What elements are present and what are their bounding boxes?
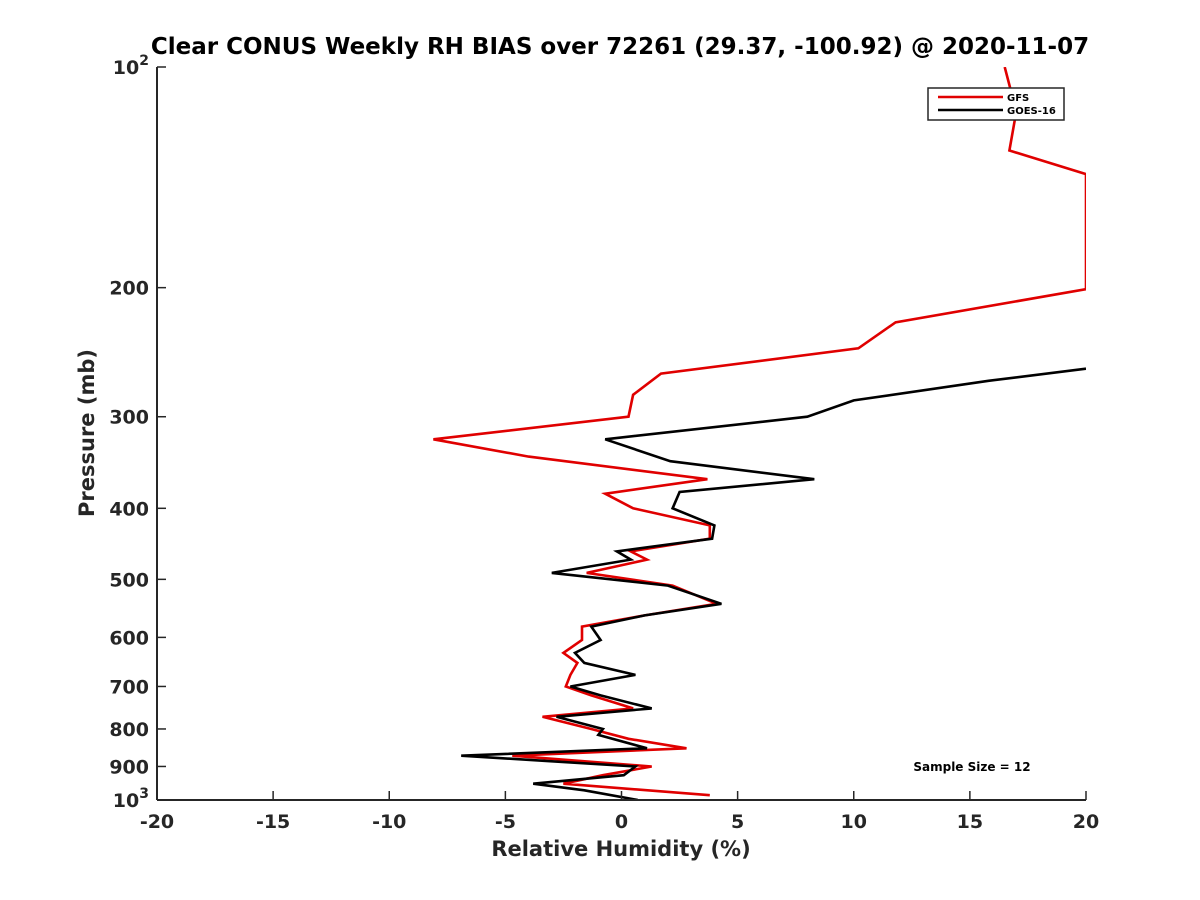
sample-size-annotation: Sample Size = 12 (913, 760, 1030, 774)
x-tick-label: -10 (372, 811, 406, 833)
legend-label-gfs: GFS (1007, 93, 1029, 104)
x-tick-label: 10 (841, 811, 867, 833)
y-tick-label-base: 700 (109, 676, 149, 698)
y-tick-label: 500 (109, 569, 149, 591)
series-layer (433, 67, 1086, 800)
x-tick-label: -15 (256, 811, 290, 833)
y-tick-label-base: 500 (109, 569, 149, 591)
y-tick-label-base: 800 (109, 719, 149, 741)
x-tick-label: 5 (731, 811, 744, 833)
chart-title: Clear CONUS Weekly RH BIAS over 72261 (2… (151, 34, 1089, 60)
y-tick-label: 102 (113, 53, 149, 79)
x-ticks: -20 -15 -10 -5 0 5 10 15 20 (140, 791, 1099, 833)
series-line-gfs (433, 67, 1086, 797)
series-line-goes16 (461, 367, 1086, 800)
y-tick-label: 200 (109, 278, 149, 300)
y-tick-label-base: 400 (109, 498, 149, 520)
y-tick-label-base: 300 (109, 407, 149, 429)
x-tick-label: -5 (495, 811, 516, 833)
y-tick-label-base: 200 (109, 278, 149, 300)
x-axis-label: Relative Humidity (%) (491, 837, 750, 861)
y-tick-label: 700 (109, 676, 149, 698)
y-axis-label: Pressure (mb) (75, 349, 99, 517)
x-tick-label: -20 (140, 811, 174, 833)
y-tick-label-base: 10 (113, 57, 139, 79)
y-tick-label: 300 (109, 407, 149, 429)
y-tick-label-base: 900 (109, 756, 149, 778)
y-tick-label-base: 600 (109, 627, 149, 649)
y-tick-label: 400 (109, 498, 149, 520)
y-tick-label: 103 (113, 786, 149, 812)
x-tick-label: 15 (957, 811, 983, 833)
y-tick-label: 900 (109, 756, 149, 778)
x-tick-label: 0 (615, 811, 628, 833)
y-tick-label: 800 (109, 719, 149, 741)
x-tick-label: 20 (1073, 811, 1099, 833)
legend-box (927, 87, 1065, 121)
y-tick-label-base: 10 (113, 790, 139, 812)
legend-label-goes16: GOES-16 (1007, 106, 1056, 117)
y-tick-label-exponent: 2 (139, 53, 149, 69)
y-tick-label: 600 (109, 627, 149, 649)
legend: GFS GOES-16 (927, 87, 1065, 121)
y-tick-label-exponent: 3 (139, 786, 149, 802)
